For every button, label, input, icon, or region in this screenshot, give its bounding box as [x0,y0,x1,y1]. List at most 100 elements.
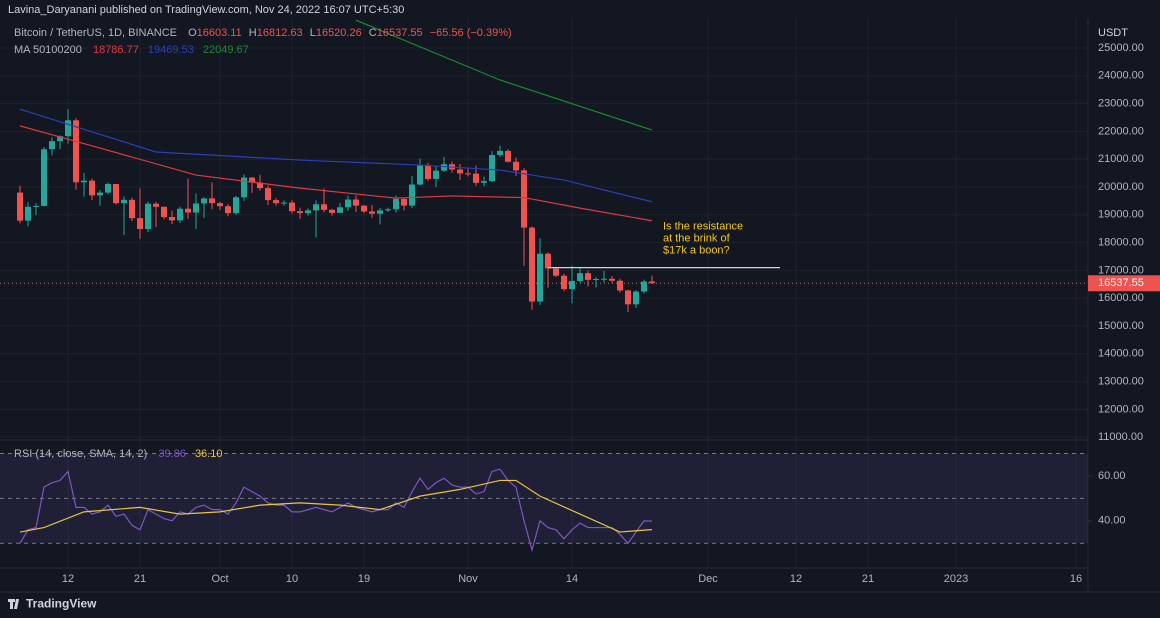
ma-title: MA 50100200 [14,44,82,56]
candle-body [433,170,439,179]
candle-body [233,197,239,214]
candle-body [585,273,591,280]
candle-body [401,198,407,206]
candle-body [225,206,231,214]
candle-body [177,208,183,221]
y-tick-label: 25000.00 [1098,42,1144,54]
y-tick-label: 20000.00 [1098,181,1144,193]
candle-body [561,275,567,290]
candle-body [345,199,351,208]
logo-icon [8,599,19,609]
x-tick-label: Nov [458,573,478,585]
candle-body [249,177,255,183]
moving-average [19,108,653,203]
candle-body [49,141,55,150]
candle-body [393,198,399,210]
y-tick-label: 12000.00 [1098,403,1144,415]
candle-body [633,291,639,305]
low-value: 16520.26 [316,27,362,39]
y-tick-label: 14000.00 [1098,348,1144,360]
published-line: Lavina_Daryanani published on TradingVie… [8,4,404,16]
axes: 12 21 Oct 10 19 Nov 14 Dec 12 21 2023 16 11000.00 120… [62,42,1160,585]
brand: TradingView [26,597,97,611]
candle-body [273,200,279,204]
candle-body [593,279,599,281]
candle-body [25,206,31,221]
candle-body [377,210,383,214]
candle-body [153,203,159,207]
y-tick-label: 17000.00 [1098,264,1144,276]
candle-body [97,192,103,196]
footer-bar [0,592,1160,618]
candle-body [369,211,375,214]
candle-body [121,199,127,204]
ma-legend: MA 50100200 18786.77 19469.53 22049.67 [14,44,249,56]
candle-body [257,182,263,189]
candle-body [321,204,327,210]
candle-body [625,290,631,305]
candle-body [305,210,311,214]
candle-body [577,273,583,281]
candle-body [113,183,119,204]
annotation-text: Is the resistance [663,221,743,233]
y-tick-label: 11000.00 [1098,431,1143,443]
candle-body [641,281,647,292]
candle-body [129,199,135,219]
candle-body [265,188,271,201]
candle-body [73,120,79,183]
candle-body [193,203,199,213]
x-tick-label: 12 [790,573,802,585]
candle-body [353,199,359,206]
y-tick-label: 18000.00 [1098,237,1144,249]
rsi-tick-label: 40.00 [1098,515,1126,527]
candle-body [521,170,527,228]
x-tick-label: 12 [62,573,74,585]
candle-body [649,281,655,284]
y-tick-label: 16000.00 [1098,292,1144,304]
x-tick-label: Dec [698,573,718,585]
ma-value: 18786.77 [93,44,139,56]
ohlc-label: H [249,27,257,39]
candle-body [337,207,343,213]
rsi-pane [19,468,653,553]
ohlc-label: C [369,27,377,39]
candle-body [281,202,287,204]
candle-body [601,278,607,280]
high-value: 16812.63 [257,27,303,39]
candle-body [497,150,503,156]
candle-body [609,278,615,281]
rsi-value: 39.86 [158,448,186,460]
x-tick-label: 2023 [944,573,968,585]
candle-body [289,202,295,212]
y-tick-label: 24000.00 [1098,70,1144,82]
price-label: 16537.55 [1098,277,1144,289]
x-tick-label: 21 [862,573,874,585]
change-value: −65.56 (−0.39%) [430,27,512,39]
main-pane [0,19,1088,313]
price-label-box [1088,275,1160,292]
rsi-line [19,479,653,533]
candle-body [385,209,391,211]
candle-body [441,164,447,171]
candle-body [89,180,95,196]
candle-body [209,198,215,204]
candle-body [313,204,319,211]
rsi-title: RSI (14, close, SMA, 14, 2) [14,448,147,460]
y-tick-label: 19000.00 [1098,209,1144,221]
candle-body [553,268,559,276]
candle-body [65,120,71,137]
candle-body [105,183,111,193]
candle-body [137,218,143,229]
candle-body [513,161,519,171]
y-tick-label: 22000.00 [1098,125,1144,137]
x-tick-label: 21 [134,573,146,585]
candle-body [417,165,423,185]
candle-body [569,280,575,290]
x-tick-label: 14 [566,573,578,585]
candle-body [457,169,463,174]
rsi-tick-label: 60.00 [1098,470,1126,482]
close-value: 16537.55 [377,27,423,39]
annotation-text: at the brink of [663,233,731,245]
